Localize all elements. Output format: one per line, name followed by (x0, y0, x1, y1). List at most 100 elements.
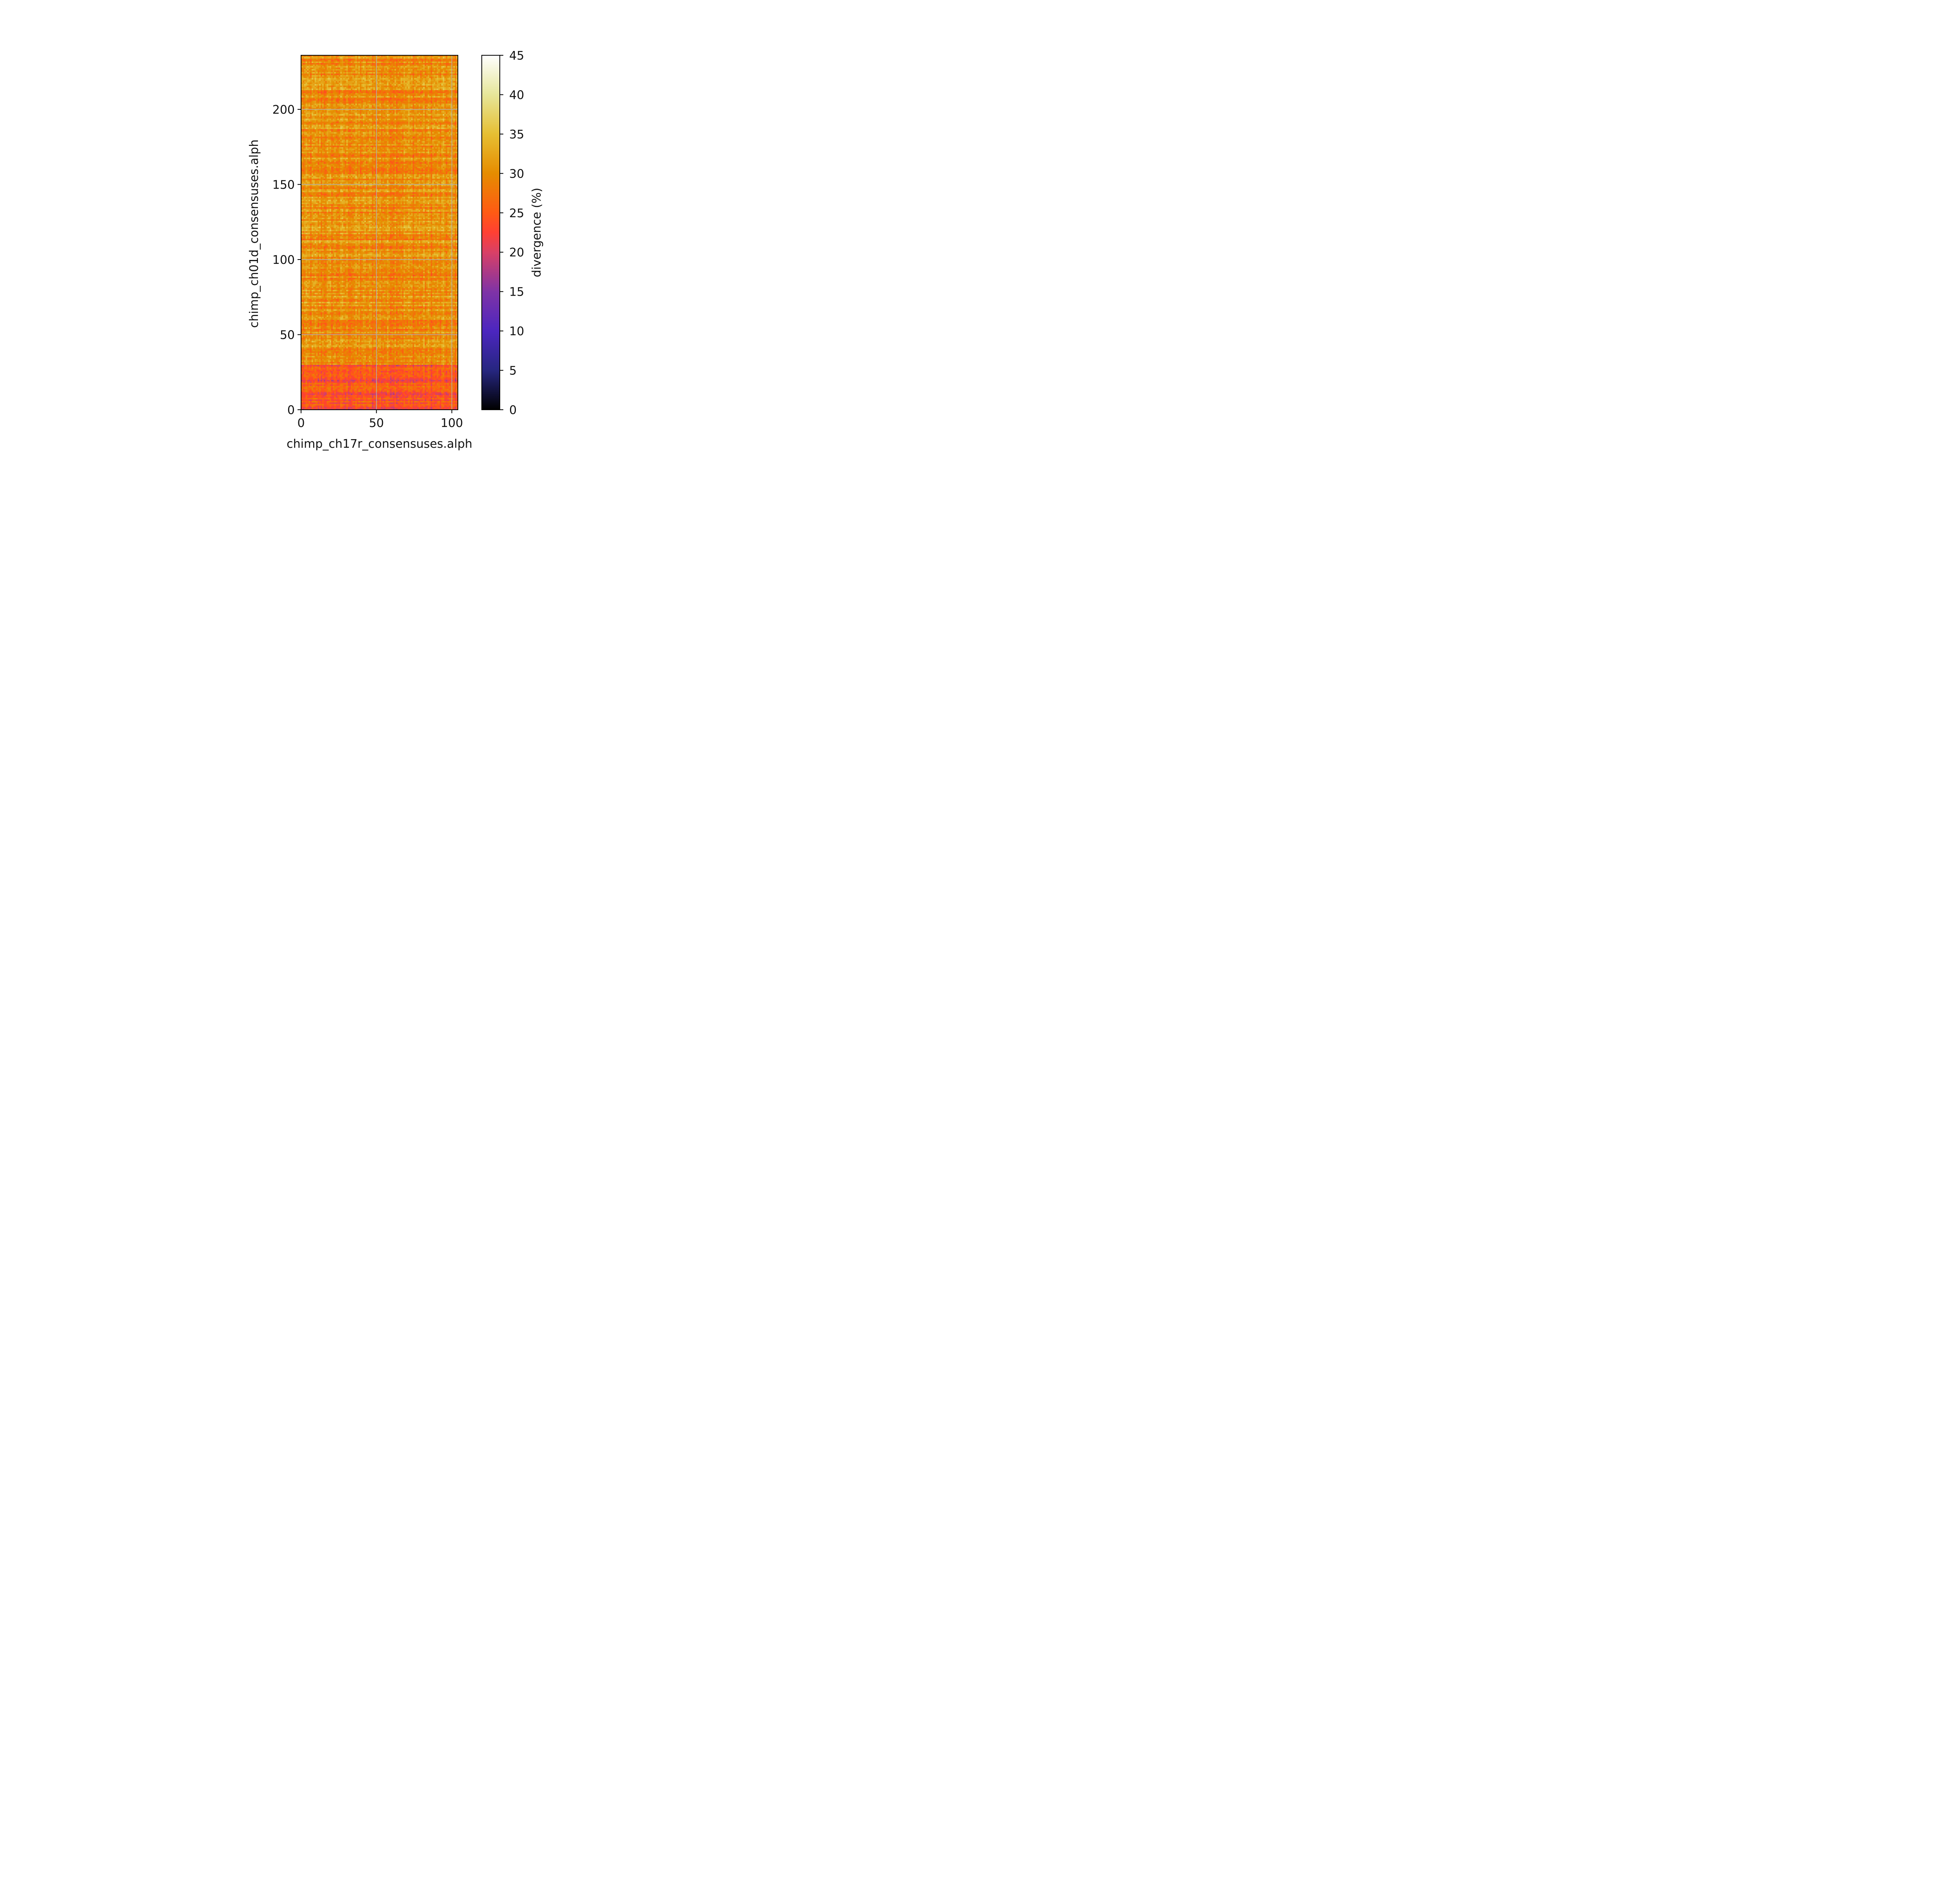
heatmap-cell (402, 380, 404, 381)
heatmap-cell (348, 367, 350, 370)
heatmap-cell (428, 343, 430, 345)
heatmap-cell (305, 394, 307, 397)
heatmap-cell (373, 348, 376, 350)
heatmap-cell (409, 372, 412, 374)
heatmap-cell (376, 367, 378, 370)
heatmap-cell (400, 387, 403, 389)
heatmap-cell (343, 399, 345, 401)
heatmap-cell (444, 358, 446, 361)
heatmap-cell (305, 408, 307, 410)
heatmap-cell (446, 376, 448, 379)
heatmap-cell (369, 376, 371, 379)
heatmap-cell (318, 396, 319, 398)
heatmap-cell (343, 365, 345, 367)
heatmap-cell (366, 383, 368, 385)
heatmap-cell (400, 366, 403, 368)
heatmap-cell (318, 385, 319, 388)
heatmap-cell (378, 407, 380, 409)
heatmap-cell (304, 349, 306, 352)
heatmap-cell (330, 363, 332, 365)
heatmap-cell (307, 338, 309, 340)
heatmap-cell (357, 338, 359, 340)
heatmap-cell (432, 378, 434, 380)
heatmap-cell (414, 405, 416, 407)
heatmap-cell (438, 392, 440, 394)
heatmap-cell (375, 408, 377, 410)
heatmap-cell (330, 402, 332, 404)
heatmap-cell (426, 393, 428, 395)
heatmap-cell (360, 375, 362, 377)
heatmap-cell (417, 389, 419, 391)
heatmap-cell (421, 380, 424, 381)
heatmap-cell (305, 374, 307, 376)
heatmap-cell (439, 405, 442, 407)
heatmap-cell (455, 338, 457, 340)
heatmap-cell (412, 387, 415, 389)
heatmap-cell (434, 354, 436, 356)
heatmap-cell (339, 387, 341, 389)
heatmap-cell (443, 347, 445, 349)
heatmap-cell (412, 402, 415, 404)
heatmap-cell (393, 338, 395, 340)
heatmap-cell (364, 403, 366, 406)
heatmap-cell (403, 351, 405, 353)
heatmap-cell (321, 363, 323, 365)
heatmap-cell (321, 402, 323, 404)
heatmap-cell (417, 340, 419, 343)
heatmap-cell (402, 378, 404, 380)
heatmap-cell (375, 354, 377, 356)
heatmap-cell (417, 390, 419, 392)
heatmap-cell (444, 340, 446, 343)
heatmap-cell (453, 387, 455, 389)
heatmap-cell (456, 347, 458, 349)
heatmap-cell (390, 371, 392, 372)
heatmap-cell (318, 380, 319, 381)
heatmap-cell (450, 405, 452, 407)
heatmap-cell (330, 356, 332, 358)
heatmap-cell (382, 399, 385, 401)
heatmap-cell (346, 347, 348, 349)
heatmap-cell (396, 354, 398, 356)
heatmap-cell (438, 384, 440, 386)
heatmap-cell (439, 347, 442, 349)
heatmap-cell (332, 380, 335, 381)
heatmap-cell (345, 354, 347, 356)
heatmap-cell (448, 392, 451, 394)
heatmap-cell (309, 338, 310, 340)
heatmap-cell (339, 342, 341, 344)
heatmap-cell (378, 390, 380, 392)
heatmap-cell (336, 384, 338, 386)
heatmap-cell (448, 367, 451, 370)
heatmap-cell (400, 402, 403, 404)
heatmap-cell (343, 384, 345, 386)
heatmap-cell (366, 369, 368, 371)
heatmap-cell (373, 349, 376, 352)
heatmap-cell (378, 343, 380, 345)
heatmap-cell (408, 340, 410, 343)
heatmap-cell (425, 384, 426, 386)
heatmap-cell (367, 358, 369, 361)
heatmap-cell (437, 365, 439, 367)
heatmap-cell (314, 384, 317, 386)
heatmap-cell (434, 357, 436, 359)
heatmap-cell (369, 387, 371, 389)
heatmap-cell (423, 338, 425, 340)
heatmap-cell (319, 338, 321, 340)
heatmap-cell (304, 357, 306, 359)
heatmap-cell (319, 347, 321, 349)
heatmap-cell (446, 367, 448, 370)
heatmap-cell (323, 367, 326, 370)
heatmap-cell (444, 389, 446, 391)
heatmap-cell (322, 375, 324, 377)
heatmap-cell (420, 376, 422, 379)
heatmap-cell (341, 387, 344, 389)
heatmap-cell (373, 390, 376, 392)
heatmap-cell (390, 396, 392, 398)
heatmap-cell (437, 408, 439, 410)
heatmap-cell (323, 408, 326, 410)
heatmap-cell (452, 338, 454, 340)
heatmap-cell (337, 357, 339, 359)
heatmap-cell (341, 380, 344, 381)
heatmap-cell (301, 343, 303, 345)
heatmap-cell (352, 357, 354, 359)
